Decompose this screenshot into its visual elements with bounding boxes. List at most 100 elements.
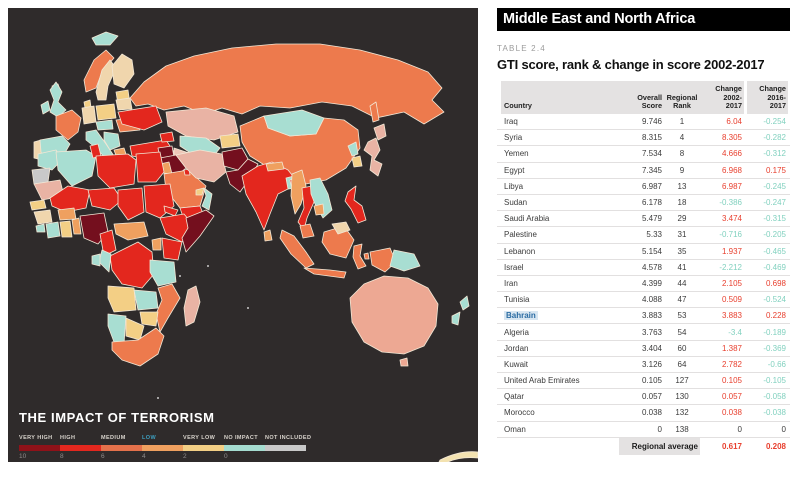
cell-change-2016: -0.105 bbox=[763, 376, 786, 386]
cell-overall-score: 6.987 bbox=[641, 181, 662, 191]
table-row: Oman 0 138 0 0 bbox=[497, 422, 790, 438]
legend-label: NOT INCLUDED bbox=[265, 435, 312, 441]
cell-regional-rank: 31 bbox=[677, 230, 687, 240]
cell-overall-score: 4.578 bbox=[641, 262, 662, 272]
map-island-dots bbox=[157, 265, 249, 399]
cell-regional-rank: 13 bbox=[677, 181, 687, 191]
cell-overall-score: 9.746 bbox=[641, 117, 662, 127]
cell-regional-rank: 41 bbox=[677, 262, 687, 272]
cell-overall-score: 0 bbox=[657, 424, 662, 434]
table-row: Saudi Arabia 5.479 29 3.474 -0.315 bbox=[497, 211, 790, 228]
legend-swatch bbox=[60, 445, 101, 451]
cell-change-2016: -0.245 bbox=[763, 181, 786, 191]
legend-label: LOW bbox=[142, 435, 157, 441]
cell-change-2016: 0.698 bbox=[765, 278, 786, 288]
col-header-change-2016: Change 2016- 2017 bbox=[744, 81, 788, 114]
cell-overall-score: 5.479 bbox=[641, 214, 662, 224]
table-row: Lebanon 5.154 35 1.937 -0.465 bbox=[497, 244, 790, 260]
cell-change-2016: -0.038 bbox=[763, 408, 786, 418]
regional-average-change-2016: 0.208 bbox=[765, 441, 786, 451]
cell-regional-rank: 47 bbox=[677, 295, 687, 305]
cell-overall-score: 3.763 bbox=[641, 327, 662, 337]
col-header-regional-rank: Regional Rank bbox=[664, 81, 700, 114]
legend-label: MEDIUM bbox=[101, 435, 126, 441]
legend-labels: VERY HIGH HIGH MEDIUM LOW VERY LOW NO IMPACT N… bbox=[19, 435, 312, 441]
legend-swatch bbox=[183, 445, 224, 451]
legend-label: VERY HIGH bbox=[19, 435, 53, 441]
country-name: Algeria bbox=[504, 327, 529, 337]
world-map bbox=[29, 31, 478, 462]
table-row: Iran 4.399 44 2.105 0.698 bbox=[497, 276, 790, 293]
cell-change-2016: -0.205 bbox=[763, 230, 786, 240]
cell-regional-rank: 9 bbox=[679, 165, 685, 175]
country-name: Egypt bbox=[504, 165, 525, 175]
country-name: Jordan bbox=[504, 343, 529, 353]
country-name: Libya bbox=[504, 181, 524, 191]
cell-overall-score: 7.345 bbox=[641, 165, 662, 175]
cell-change-2002: 3.883 bbox=[721, 311, 742, 321]
cell-change-2002: -3.4 bbox=[728, 327, 742, 337]
region-title: Middle East and North Africa bbox=[497, 8, 790, 31]
cell-country: Palestine bbox=[501, 230, 619, 239]
cell-change-2002: 1.937 bbox=[721, 246, 742, 256]
legend-swatch bbox=[19, 445, 60, 451]
legend-scale-value: 0 bbox=[224, 453, 228, 460]
cell-change-2002: 8.305 bbox=[721, 133, 742, 143]
country-name: Qatar bbox=[504, 392, 525, 402]
cell-overall-score: 0.105 bbox=[641, 376, 662, 386]
cell-change-2002: -2.212 bbox=[719, 262, 742, 272]
cell-change-2016: -0.189 bbox=[763, 327, 786, 337]
cell-change-2002: 6.04 bbox=[726, 117, 742, 127]
cell-regional-rank: 35 bbox=[677, 246, 687, 256]
cell-country: Kuwait bbox=[501, 360, 619, 369]
cell-overall-score: 4.399 bbox=[641, 278, 662, 288]
cell-change-2002: 0 bbox=[737, 424, 742, 434]
cell-change-2002: 2.105 bbox=[721, 278, 742, 288]
cell-country: Qatar bbox=[501, 392, 619, 401]
cell-overall-score: 4.088 bbox=[641, 295, 662, 305]
cell-change-2002: 0.057 bbox=[721, 392, 742, 402]
cell-regional-rank: 53 bbox=[677, 311, 687, 321]
table-row: Libya 6.987 13 6.987 -0.245 bbox=[497, 179, 790, 195]
table-row: Syria 8.315 4 8.305 -0.282 bbox=[497, 130, 790, 147]
map-title: THE IMPACT OF TERRORISM bbox=[19, 410, 215, 425]
cell-overall-score: 6.178 bbox=[641, 198, 662, 208]
cell-country: Morocco bbox=[501, 408, 619, 417]
cell-regional-rank: 1 bbox=[679, 117, 685, 127]
regional-average-label: Regional average bbox=[619, 437, 700, 455]
table-header-row: Country Overall Score Regional Rank Chan… bbox=[497, 81, 790, 114]
cell-country: United Arab Emirates bbox=[501, 376, 619, 385]
cell-overall-score: 3.404 bbox=[641, 343, 662, 353]
table-row: United Arab Emirates 0.105 127 0.105 -0.105 bbox=[497, 373, 790, 390]
cell-country: Algeria bbox=[501, 328, 619, 337]
legend-scale-value: 8 bbox=[60, 453, 64, 460]
col-header-country: Country bbox=[501, 81, 619, 114]
table-row: Morocco 0.038 132 0.038 -0.038 bbox=[497, 405, 790, 422]
cell-overall-score: 0.038 bbox=[641, 408, 662, 418]
legend-scale-value: 2 bbox=[183, 453, 187, 460]
country-name: Oman bbox=[504, 424, 526, 434]
cell-change-2016: -0.369 bbox=[763, 343, 786, 353]
col-header-change-2002: Change 2002- 2017 bbox=[700, 81, 744, 114]
cell-country: Iran bbox=[501, 279, 619, 288]
table-row: Israel 4.578 41 -2.212 -0.469 bbox=[497, 260, 790, 276]
cell-change-2016: 0.175 bbox=[765, 165, 786, 175]
cell-country: Tunisia bbox=[501, 295, 619, 304]
cell-regional-rank: 4 bbox=[679, 133, 685, 143]
map-region-southeast-asia bbox=[279, 169, 421, 279]
cell-change-2002: 2.782 bbox=[721, 359, 742, 369]
country-name: Iran bbox=[504, 278, 518, 288]
table-row: Palestine 5.33 31 -0.716 -0.205 bbox=[497, 227, 790, 244]
legend-label: VERY LOW bbox=[183, 435, 216, 441]
table-body: Iraq 9.746 1 6.04 -0.254 Syria 8.315 4 8.305 -0.2… bbox=[497, 114, 790, 438]
cell-overall-score: 3.126 bbox=[641, 359, 662, 369]
cell-change-2016: -0.469 bbox=[763, 262, 786, 272]
legend-swatch bbox=[142, 445, 183, 451]
cell-change-2002: -0.716 bbox=[719, 230, 742, 240]
cell-country: Lebanon bbox=[501, 247, 619, 256]
table-row: Bahrain 3.883 53 3.883 0.228 bbox=[497, 308, 790, 325]
cell-change-2016: -0.058 bbox=[763, 392, 786, 402]
cell-country: Egypt bbox=[501, 166, 619, 175]
country-name: Lebanon bbox=[504, 246, 536, 256]
cell-change-2016: -0.247 bbox=[763, 198, 786, 208]
